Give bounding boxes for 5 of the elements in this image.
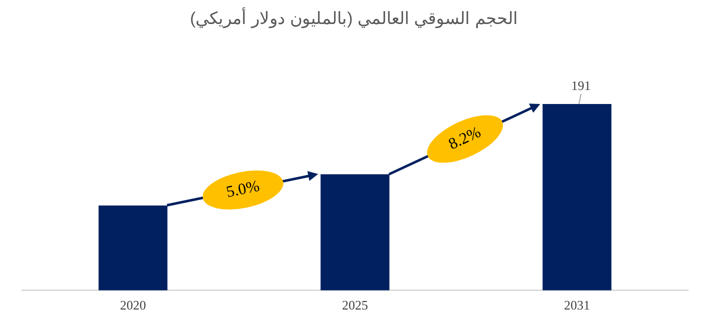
x-tick-label: 2031 [564,298,590,313]
data-label: 191 [571,78,591,93]
x-tick-label: 2020 [120,298,146,313]
chart-title: الحجم السوقي العالمي (بالمليون دولار أمريكي) [189,8,519,29]
x-tick-label: 2025 [342,298,368,313]
